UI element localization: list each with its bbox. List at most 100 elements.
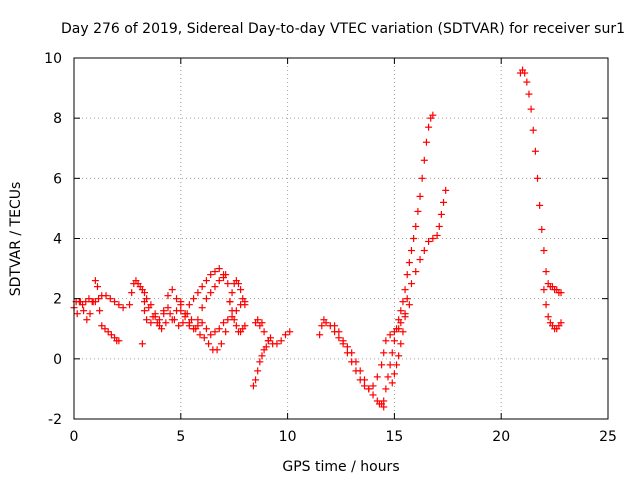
x-tick-label: 10 (279, 429, 297, 445)
data-point (405, 259, 413, 267)
data-point (211, 283, 219, 291)
data-point (164, 292, 172, 300)
data-point (335, 328, 343, 336)
data-point (422, 138, 430, 146)
data-point (202, 325, 210, 333)
data-point (252, 376, 260, 384)
axis-ticks: 0 5 10 15 20 25 -2 0 2 4 6 8 10 (44, 51, 617, 445)
series-sur1-arc-12 (331, 322, 388, 411)
data-point (80, 307, 88, 315)
y-tick-label: 4 (53, 232, 62, 248)
data-point (360, 382, 368, 390)
series-sur1-arc-4 (140, 274, 228, 333)
data-point (352, 358, 360, 366)
data-point (198, 304, 206, 312)
data-point (393, 361, 401, 369)
data-point (437, 210, 445, 218)
data-point (217, 340, 225, 348)
data-point (403, 271, 411, 279)
data-point (420, 156, 428, 164)
data-point (442, 186, 450, 194)
data-point (138, 340, 146, 348)
data-point (179, 319, 187, 327)
data-point (215, 325, 223, 333)
data-point (369, 391, 377, 399)
data-point (104, 328, 112, 336)
data-point (384, 373, 392, 381)
data-point (202, 295, 210, 303)
data-point (399, 328, 407, 336)
data-point (286, 328, 294, 336)
data-point (365, 385, 373, 393)
data-point (536, 201, 544, 209)
data-point (386, 331, 394, 339)
data-point (557, 319, 565, 327)
data-point (222, 271, 230, 279)
data-point (145, 304, 153, 312)
data-point (79, 301, 87, 309)
series-sur1-arc-1 (70, 277, 123, 345)
data-point (102, 292, 110, 300)
data-point (262, 343, 270, 351)
data-point (433, 231, 441, 239)
data-point (213, 346, 221, 354)
data-point (420, 247, 428, 255)
data-point (254, 367, 262, 375)
data-point (521, 69, 529, 77)
data-point (390, 337, 398, 345)
data-point (220, 319, 228, 327)
data-point (215, 265, 223, 273)
series-sur1-arc-10 (252, 316, 294, 348)
data-point (224, 280, 232, 288)
data-point (173, 295, 181, 303)
data-point (101, 325, 109, 333)
data-point (98, 322, 106, 330)
data-point (380, 349, 388, 357)
data-point (198, 283, 206, 291)
data-point (540, 286, 548, 294)
data-point (373, 373, 381, 381)
data-point (194, 316, 202, 324)
data-point (277, 337, 285, 345)
data-point (215, 277, 223, 285)
data-points (70, 66, 565, 411)
data-point (425, 238, 433, 246)
data-point (207, 331, 215, 339)
data-point (273, 340, 281, 348)
data-point (403, 295, 411, 303)
data-point (75, 298, 83, 306)
data-point (168, 286, 176, 294)
data-point (540, 247, 548, 255)
data-point (143, 316, 151, 324)
data-point (386, 361, 394, 369)
data-point (429, 111, 437, 119)
data-point (414, 207, 422, 215)
data-point (82, 298, 90, 306)
data-point (418, 174, 426, 182)
series-sur1-arc-5 (138, 298, 230, 354)
data-point (107, 331, 115, 339)
data-point (106, 295, 114, 303)
data-point (185, 301, 193, 309)
data-point (198, 319, 206, 327)
chart-title: Day 276 of 2019, Sidereal Day-to-day VTE… (61, 21, 625, 37)
y-tick-label: 10 (44, 51, 62, 67)
data-point (388, 379, 396, 387)
data-point (85, 295, 93, 303)
data-point (529, 126, 537, 134)
data-point (523, 78, 531, 86)
data-point (160, 310, 168, 318)
y-tick-label: -2 (48, 412, 62, 428)
data-point (211, 268, 219, 276)
data-point (416, 256, 424, 264)
y-tick-label: 6 (53, 171, 62, 187)
data-point (254, 316, 262, 324)
series-sur1-arc-9 (249, 334, 275, 390)
data-point (356, 367, 364, 375)
data-point (401, 313, 409, 321)
y-tick-label: 8 (53, 111, 62, 127)
x-tick-label: 0 (70, 429, 79, 445)
data-point (140, 289, 148, 297)
data-point (164, 304, 172, 312)
